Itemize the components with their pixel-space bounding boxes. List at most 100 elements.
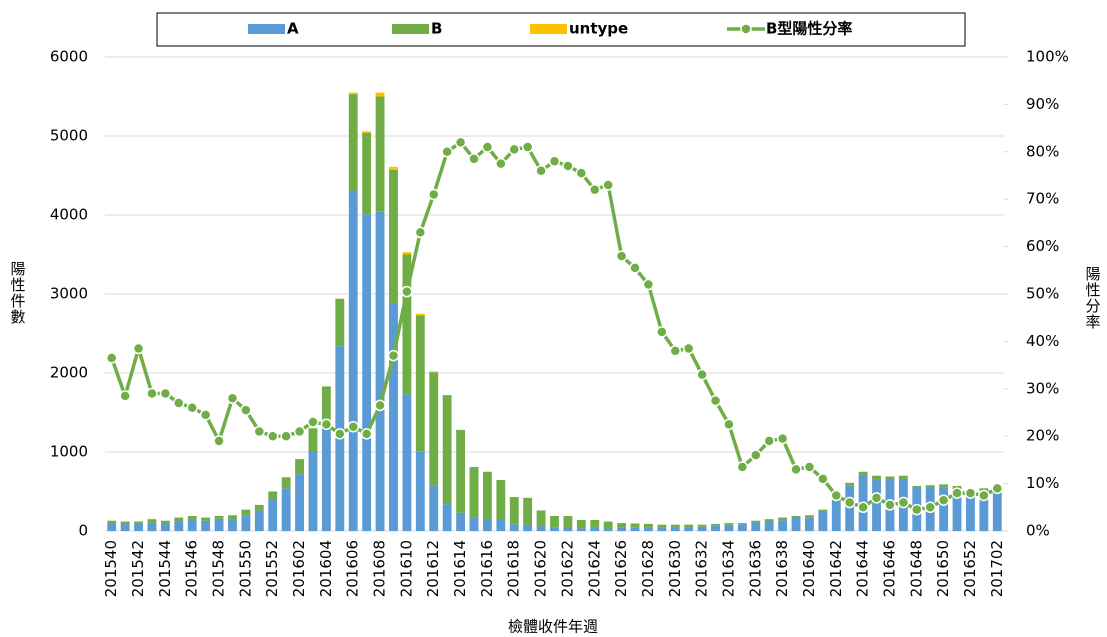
- bar-segment: [389, 303, 398, 531]
- bar-segment: [335, 298, 345, 347]
- x-tick-label: 201620: [532, 540, 550, 597]
- bar-segment: [429, 371, 439, 373]
- line-marker: [521, 141, 534, 153]
- bar-segment: [348, 92, 358, 95]
- line-marker: [750, 449, 762, 461]
- line-marker: [817, 473, 829, 485]
- bar-segment: [308, 452, 318, 531]
- line-marker: [736, 461, 749, 473]
- bar-segment: [174, 521, 184, 531]
- bar-segment: [509, 524, 519, 531]
- bar-segment: [228, 515, 237, 520]
- line-marker: [857, 501, 869, 514]
- x-tick-label: 201622: [558, 540, 576, 597]
- bar-segment: [898, 475, 908, 480]
- line-marker: [776, 432, 789, 445]
- x-tick-label: 201644: [854, 540, 872, 597]
- bar-segment: [992, 490, 1002, 531]
- x-tick-label: 201546: [183, 540, 201, 597]
- bar-segment: [362, 131, 372, 133]
- line-marker: [307, 416, 319, 428]
- bar-segment: [536, 526, 546, 531]
- bar-segment: [442, 504, 452, 531]
- bar-segment: [737, 524, 747, 531]
- bar-segment: [952, 489, 962, 531]
- bar-segment: [818, 509, 828, 513]
- line-marker: [387, 349, 400, 362]
- x-tick-label: 201652: [961, 540, 979, 597]
- line-marker: [146, 387, 158, 400]
- bar-segment: [482, 471, 492, 520]
- bar-segment: [751, 520, 761, 523]
- line-marker: [481, 141, 494, 153]
- line-marker: [213, 435, 225, 447]
- bar-segment: [925, 485, 935, 488]
- bar-segment: [241, 515, 251, 531]
- bar-segment: [201, 517, 211, 521]
- bar-segment: [482, 519, 492, 531]
- y2-tick-label: 70%: [1026, 190, 1059, 208]
- bar-segment: [643, 523, 653, 528]
- bar-segment: [563, 527, 573, 531]
- bar-segment: [536, 510, 546, 527]
- line-marker: [937, 494, 950, 506]
- bar-segment: [778, 517, 788, 521]
- bar-segment: [805, 515, 814, 518]
- line-marker: [991, 482, 1004, 495]
- bar-segment: [429, 372, 439, 486]
- bar-segment: [791, 515, 801, 518]
- line-marker: [709, 394, 722, 407]
- x-tick-label: 201552: [263, 540, 281, 597]
- bar-segment: [496, 480, 506, 520]
- bar-segment: [858, 471, 868, 475]
- bar-segment: [120, 523, 130, 531]
- bar-segment: [348, 190, 358, 531]
- bar-segment: [818, 512, 828, 531]
- bar-segment: [737, 523, 747, 525]
- bar-segment: [187, 515, 197, 520]
- bar-segment: [791, 517, 801, 531]
- line-marker: [119, 390, 131, 402]
- bar-segment: [348, 94, 358, 191]
- y2-tick-label: 80%: [1026, 142, 1059, 160]
- line-marker: [468, 153, 480, 165]
- y-tick-label: 5000: [50, 127, 88, 145]
- line-marker: [763, 435, 775, 447]
- bar-segment: [281, 488, 291, 531]
- line-marker: [186, 402, 198, 414]
- x-tick-label: 201602: [290, 540, 308, 597]
- bar-segment: [214, 515, 224, 519]
- bar-segment: [617, 523, 627, 528]
- line-marker: [535, 165, 547, 177]
- x-tick-label: 201650: [934, 540, 952, 597]
- bar-segment: [281, 477, 291, 489]
- line-marker: [682, 342, 695, 355]
- line-marker: [642, 278, 655, 291]
- x-tick-label: 201550: [236, 540, 254, 597]
- bar-segment: [603, 528, 613, 531]
- line-marker: [964, 487, 977, 499]
- bar-segment: [778, 520, 788, 531]
- bar-segment: [684, 527, 694, 531]
- bar-segment: [402, 254, 412, 395]
- bar-segment: [939, 484, 949, 488]
- bar-segment: [295, 474, 304, 531]
- bar-segment: [831, 500, 841, 531]
- bar-segment: [134, 523, 143, 531]
- line-marker: [240, 404, 252, 416]
- line-marker: [562, 160, 574, 172]
- bar-segment: [254, 504, 264, 511]
- y2-tick-label: 30%: [1026, 379, 1059, 397]
- bar-segment: [684, 524, 694, 528]
- bar-segment: [147, 522, 157, 531]
- bar-segment: [885, 476, 895, 480]
- bar-segment: [160, 520, 170, 524]
- line-marker: [173, 397, 185, 409]
- line-marker: [266, 430, 279, 442]
- bar-segment: [845, 485, 855, 531]
- bar-segment: [147, 519, 157, 523]
- bar-segment: [362, 132, 372, 215]
- bar-segment: [872, 475, 881, 480]
- y-tick-label: 2000: [50, 364, 88, 382]
- bar-segment: [469, 517, 479, 531]
